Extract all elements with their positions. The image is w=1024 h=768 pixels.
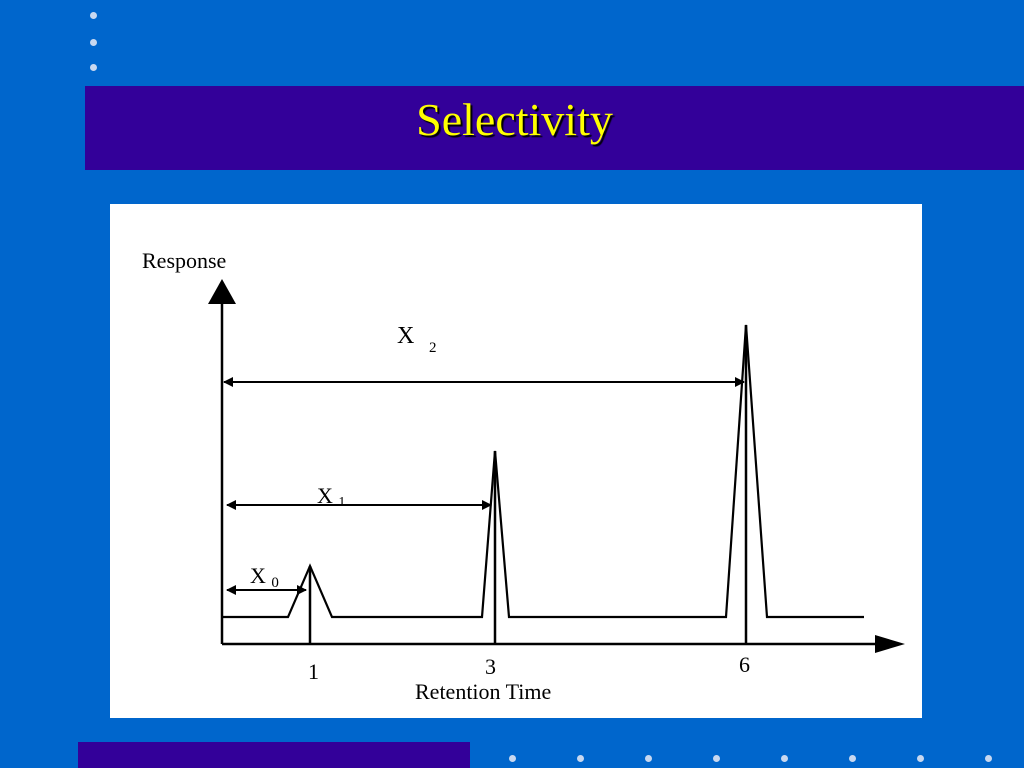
- tick-label: 6: [739, 652, 750, 677]
- title-bar: Selectivity: [85, 86, 1024, 170]
- tick-label: 3: [485, 654, 496, 679]
- decor-dot: [781, 755, 788, 762]
- decor-dot: [90, 64, 97, 71]
- decor-dot: [90, 12, 97, 19]
- tick-label: 1: [308, 659, 319, 684]
- decor-dot: [645, 755, 652, 762]
- slide-title: Selectivity: [416, 93, 613, 145]
- x2-label: X 2: [397, 323, 437, 356]
- x2-label-main: X: [397, 323, 414, 349]
- y-axis-label: Response: [142, 248, 226, 273]
- x0-label-subscript: 0: [271, 575, 279, 591]
- x1-label-subscript: 1: [338, 495, 345, 510]
- x0-label: X 0: [250, 563, 279, 591]
- decor-dot: [985, 755, 992, 762]
- chromatogram-diagram: Response Retention Time 1 3 6 X 2 X 1 X …: [142, 248, 905, 704]
- decor-dot: [917, 755, 924, 762]
- x-axis-label: Retention Time: [415, 679, 551, 704]
- x1-label-main: X: [317, 483, 333, 508]
- decor-dot: [849, 755, 856, 762]
- x1-label: X 1: [317, 483, 345, 510]
- footer-bar: [78, 742, 470, 768]
- decor-dot: [713, 755, 720, 762]
- decor-dot: [90, 39, 97, 46]
- y-axis-arrowhead: [208, 279, 236, 304]
- decor-dot: [577, 755, 584, 762]
- x-axis-arrowhead: [875, 635, 905, 653]
- x0-label-main: X: [250, 563, 266, 588]
- diagram-panel: Response Retention Time 1 3 6 X 2 X 1 X …: [110, 204, 922, 718]
- decor-dot: [509, 755, 516, 762]
- x2-label-subscript: 2: [429, 340, 437, 356]
- chromatogram-trace: [222, 324, 864, 619]
